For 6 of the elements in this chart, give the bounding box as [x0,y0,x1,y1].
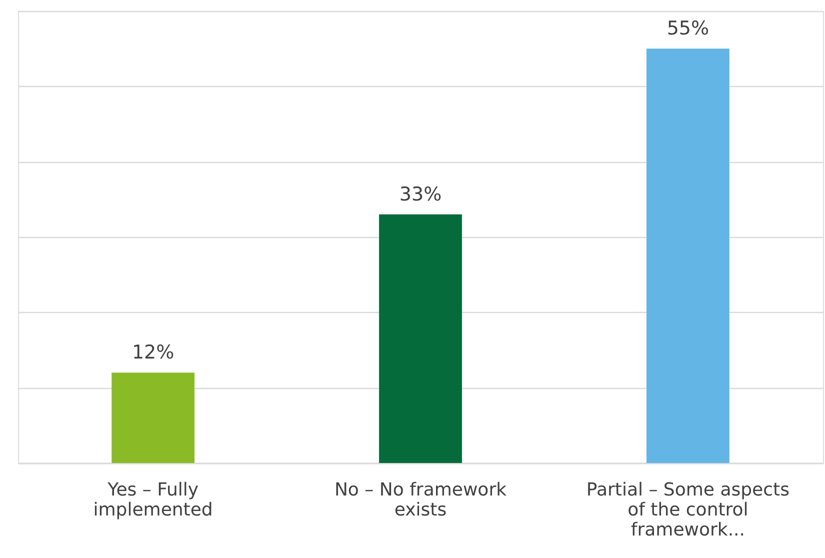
data-label: 55% [666,18,710,40]
x-tick-label: No – No framework exists [334,480,508,520]
data-label: 12% [132,342,174,364]
x-tick-label: Yes – Fully implemented [93,480,213,520]
data-label: 33% [399,183,442,206]
x-tick-label: Partial – Some aspects of the control framework... [586,480,790,540]
